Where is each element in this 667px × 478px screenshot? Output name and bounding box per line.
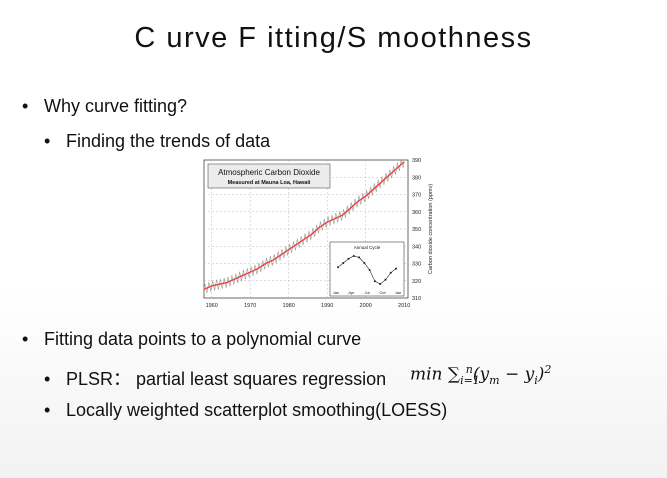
inset-point (347, 257, 350, 260)
y-tick-label: 310 (412, 296, 421, 302)
formula-sub: i=1 (460, 374, 480, 388)
inset-point (379, 283, 382, 285)
y-tick-label: 370 (412, 193, 421, 199)
inset-point (373, 280, 376, 283)
bullet-fitting-polynomial: • Fitting data points to a polynomial cur… (22, 329, 361, 350)
bullet-dot-icon: • (44, 369, 51, 389)
inset-title: Annual Cycle (354, 245, 381, 250)
title-box (207, 163, 331, 189)
bullet-text: Why curve fitting? (44, 96, 188, 116)
formula-yi-sub: i (534, 374, 538, 388)
chart-title: Atmospheric Carbon Dioxide (218, 168, 320, 177)
inset-frame (329, 241, 405, 297)
x-tick-label: 2010 (398, 303, 410, 309)
x-tick-label: 1980 (283, 303, 295, 309)
trend-line (203, 161, 405, 291)
formula-sum: ∑ (447, 364, 461, 385)
inset-x-tick: Jan (333, 290, 339, 295)
y-tick-label: 380 (412, 175, 421, 181)
inset-point (363, 262, 366, 264)
bullet-text: Finding the trends of data (66, 131, 271, 151)
inset-point (358, 256, 361, 259)
y-tick-label: 350 (412, 227, 421, 233)
inset-point (384, 278, 387, 281)
formula-sup: n (465, 363, 473, 376)
inset-x-tick: Oct (379, 290, 386, 295)
inset-point (395, 267, 397, 270)
formula-min: min (410, 364, 443, 385)
bullet-dot-icon: • (22, 96, 29, 116)
bullet-text: PLSR： partial least squares regression (66, 369, 387, 389)
x-tick-label: 2000 (360, 303, 372, 309)
y-tick-label: 330 (412, 262, 421, 268)
x-tick-label: 1970 (244, 303, 256, 309)
y-tick-label: 340 (412, 244, 421, 250)
formula-body: (y (472, 364, 490, 385)
formula-ym-sub: m (489, 374, 500, 388)
formula-minus: − y (499, 364, 535, 385)
inset-point (389, 271, 392, 274)
inset-point (368, 269, 371, 271)
bullet-dot-icon: • (44, 131, 51, 151)
y-tick-label: 390 (412, 158, 421, 164)
y-axis-label: Carbon dioxide concentration (ppmv) (428, 184, 434, 274)
bullet-why-curve-fitting: • Why curve fitting? (22, 96, 187, 117)
inset-x-tick: Apr (348, 290, 355, 295)
chart-subtitle: Measured at Mauna Loa, Hawaii (228, 180, 311, 186)
x-tick-label: 1960 (206, 303, 218, 309)
least-squares-formula: min ∑i=1n(ym − yi)2 (410, 363, 551, 387)
inset-x-tick: Jan (395, 290, 401, 295)
x-tick-label: 1990 (321, 303, 333, 309)
y-tick-label: 360 (412, 210, 421, 216)
bullet-finding-trends: • Finding the trends of data (44, 131, 270, 152)
bullet-text: Fitting data points to a polynomial curv… (44, 329, 362, 349)
inset-point (342, 262, 345, 264)
co2-chart: 310 320 330 340 350 360 370 380 390 1960 1970 1980 1… (203, 158, 434, 309)
bullet-text: Locally weighted scatterplot smoothing(L… (66, 400, 448, 420)
formula-close: ) (537, 364, 545, 385)
inset-line (337, 255, 397, 285)
bullet-dot-icon: • (44, 400, 51, 420)
formula-power: 2 (544, 363, 552, 376)
bullet-plsr: • PLSR： partial least squares regression (44, 365, 386, 391)
inset-x-tick: Jul (364, 290, 369, 295)
bullet-loess: • Locally weighted scatterplot smoothing(… (44, 400, 447, 421)
slide-title: C urve F itting/S moothness (134, 22, 533, 54)
inset-point (352, 255, 355, 257)
bullet-dot-icon: • (22, 329, 29, 349)
y-tick-label: 320 (412, 279, 421, 285)
inset-point (337, 266, 339, 269)
